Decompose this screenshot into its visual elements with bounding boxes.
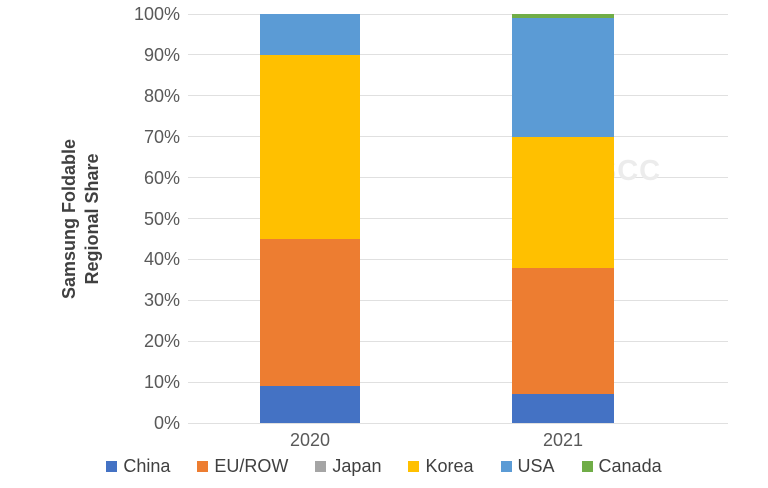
bar-2021-segment-china	[512, 394, 614, 423]
bar-2020-segment-usa	[260, 14, 360, 55]
gridline-100	[188, 13, 728, 15]
legend-label-japan: Japan	[332, 456, 382, 476]
bar-2021-segment-korea	[512, 136, 614, 268]
bar-2021-segment-eu-row	[512, 267, 614, 395]
legend-label-canada: Canada	[598, 456, 662, 476]
gridline-90	[188, 54, 728, 56]
y-tick-label-100: 100%	[133, 4, 180, 24]
y-axis-title-line-1: Samsung Foldable	[59, 138, 79, 300]
gridline-80	[188, 95, 728, 97]
bar-2020	[260, 14, 360, 423]
bar-2021	[512, 14, 614, 423]
bar-2020-segment-china	[260, 386, 360, 423]
legend: China EU/ROW Japan Korea USA Canada	[0, 456, 768, 477]
gridline-20	[188, 340, 728, 342]
gridline-70	[188, 136, 728, 138]
legend-item-china: China	[106, 456, 170, 477]
y-tick-label-0: 0%	[153, 413, 180, 433]
legend-label-korea: Korea	[425, 456, 474, 476]
y-tick-label-60: 60%	[143, 167, 180, 188]
legend-label-china: China	[123, 456, 171, 476]
legend-swatch-canada	[581, 461, 593, 472]
bar-2020-segment-eu-row	[260, 238, 360, 387]
y-tick-label-10: 10%	[143, 372, 180, 393]
y-tick-label-90: 90%	[143, 44, 180, 65]
gridline-50	[188, 218, 728, 219]
legend-swatch-usa	[500, 461, 512, 472]
legend-item-korea: Korea	[408, 456, 474, 477]
legend-label-usa: USA	[517, 456, 555, 476]
y-axis-title-line-2: Regional Share	[82, 153, 102, 285]
y-tick-label-80: 80%	[143, 85, 180, 106]
y-axis-title: Samsung Foldable Regional Share	[58, 98, 104, 340]
legend-swatch-eu-row	[197, 461, 209, 472]
x-axis-label-2021: 2021	[542, 430, 584, 450]
legend-item-canada: Canada	[581, 456, 662, 477]
y-tick-label-30: 30%	[143, 290, 180, 311]
plot-area: DSCC 2020 2021	[188, 13, 728, 450]
legend-item-japan: Japan	[315, 456, 381, 477]
legend-swatch-korea	[408, 461, 420, 472]
bar-2020-segment-korea	[260, 54, 360, 239]
gridline-40	[188, 258, 728, 260]
bar-2021-segment-canada	[512, 14, 614, 19]
legend-swatch-china	[106, 461, 118, 472]
y-tick-label-40: 40%	[143, 249, 180, 270]
legend-swatch-japan	[315, 461, 327, 472]
y-tick-label-70: 70%	[143, 126, 180, 147]
gridline-30	[188, 299, 728, 301]
legend-item-usa: USA	[500, 456, 555, 477]
legend-label-eu-row: EU/ROW	[214, 456, 289, 476]
gridline-0	[188, 422, 728, 424]
legend-item-eu-row: EU/ROW	[197, 456, 288, 477]
y-tick-label-20: 20%	[143, 331, 180, 352]
y-tick-label-50: 50%	[143, 208, 180, 229]
gridline-60	[188, 177, 728, 179]
x-axis-label-2020: 2020	[289, 430, 331, 450]
gridline-10	[188, 381, 728, 383]
bar-2021-segment-usa	[512, 18, 614, 137]
